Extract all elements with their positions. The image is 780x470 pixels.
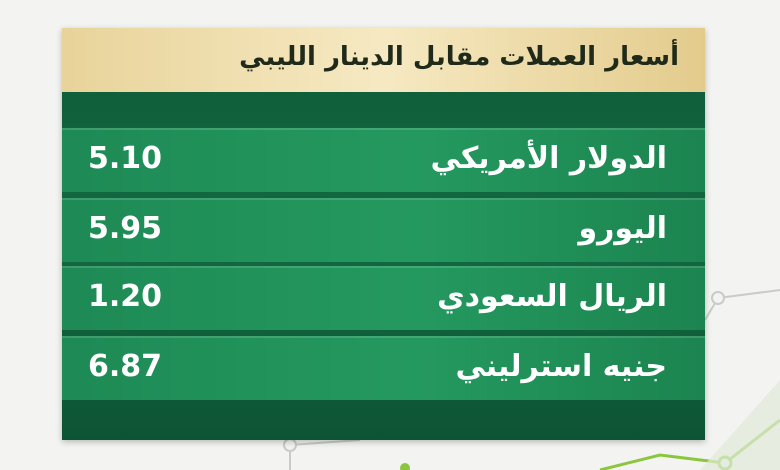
exchange-rate: 1.20 [88,279,163,314]
title: أسعار العملات مقابل الدينار الليبي [239,42,679,72]
currency-name: الدولار الأمريكي [430,141,668,176]
header: أسعار العملات مقابل الدينار الليبي [62,28,705,92]
currency-name: الريال السعودي [437,279,667,314]
exchange-rate: 5.95 [88,211,163,246]
currency-row: الدولار الأمريكي 5.10 [62,128,705,192]
currency-name: جنيه استرليني [455,349,667,384]
currency-row: اليورو 5.95 [62,198,705,262]
currency-name: اليورو [578,211,667,246]
rates-panel: أسعار العملات مقابل الدينار الليبي الدول… [62,28,705,440]
exchange-rate: 5.10 [88,141,163,176]
currency-row: جنيه استرليني 6.87 [62,336,705,400]
exchange-rate: 6.87 [88,349,163,384]
currency-row: الريال السعودي 1.20 [62,266,705,330]
